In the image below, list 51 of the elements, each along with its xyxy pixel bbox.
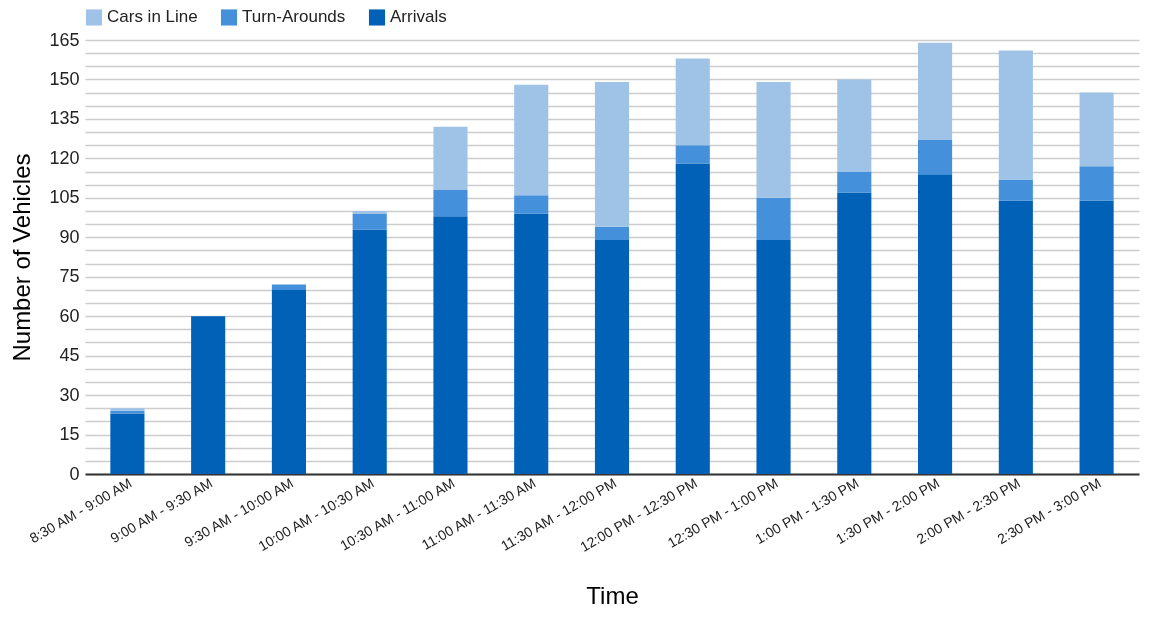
bar [594, 239, 630, 474]
legend-label: Turn-Arounds [242, 7, 346, 27]
bar [837, 171, 872, 193]
bar [514, 213, 549, 474]
bar [998, 179, 1033, 201]
x-axis-title: Time [586, 581, 639, 609]
y-tick-label: 150 [49, 68, 80, 89]
bar [756, 82, 791, 198]
bar [271, 284, 306, 290]
bar [1079, 200, 1114, 474]
y-tick-label: 105 [49, 187, 80, 208]
bar [594, 82, 630, 227]
bar [918, 42, 953, 140]
y-tick-label: 75 [59, 266, 80, 287]
bar [352, 229, 387, 474]
bar [514, 195, 549, 214]
bar [918, 174, 953, 474]
bar [594, 226, 630, 240]
y-tick-label: 90 [59, 226, 80, 247]
bar [756, 239, 791, 474]
bar [675, 145, 710, 164]
legend-label: Arrivals [390, 7, 447, 27]
bar [837, 192, 872, 474]
bar [352, 210, 387, 214]
bar [1079, 166, 1114, 201]
y-tick-label: 165 [49, 29, 80, 50]
y-tick-label: 45 [59, 345, 80, 366]
bar [837, 79, 872, 172]
bar [998, 200, 1033, 474]
bar [756, 197, 791, 240]
bar [1079, 92, 1114, 167]
bar [352, 213, 387, 230]
y-tick-label: 120 [49, 147, 80, 168]
y-tick-label: 15 [59, 424, 80, 445]
bar [998, 50, 1033, 180]
y-axis-title: Number of Vehicles [8, 153, 36, 362]
y-tick-label: 60 [59, 305, 80, 326]
bar [433, 216, 468, 474]
y-tick-label: 30 [59, 384, 80, 405]
bar [433, 189, 468, 217]
bar [191, 316, 226, 474]
bar [675, 58, 710, 146]
bar [433, 126, 468, 190]
y-tick-label: 0 [69, 463, 80, 484]
bar [675, 163, 710, 474]
bar [918, 139, 953, 175]
bar [271, 289, 306, 474]
legend-label: Cars in Line [107, 7, 198, 27]
y-tick-label: 135 [49, 108, 80, 129]
bar [514, 84, 549, 196]
bar [110, 413, 145, 474]
